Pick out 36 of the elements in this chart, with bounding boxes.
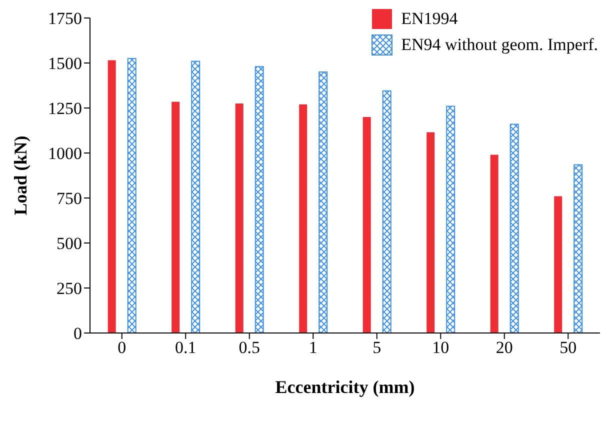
bar (446, 106, 456, 333)
y-tick-label: 1250 (48, 99, 82, 118)
bar (554, 196, 562, 333)
legend-label: EN94 without geom. Imperf. (401, 34, 598, 56)
x-tick-label: 10 (432, 338, 450, 358)
bar (426, 132, 435, 333)
x-tick-label: 0.5 (238, 338, 260, 358)
y-axis-title: Load (kN) (10, 136, 30, 216)
bar (108, 60, 116, 333)
bar (382, 90, 392, 333)
y-tick-label: 1750 (48, 9, 82, 28)
y-tick-label: 250 (56, 279, 82, 298)
bar (510, 124, 519, 333)
y-tick-label: 1000 (48, 144, 82, 164)
x-axis-title: Eccentricity (mm) (275, 377, 415, 397)
bar (172, 102, 180, 333)
bar (318, 72, 328, 333)
x-tick-label: 5 (372, 338, 382, 358)
y-tick-label: 0 (74, 324, 82, 344)
bar (574, 164, 583, 333)
x-tick-label: 50 (560, 338, 577, 358)
x-tick-label: 0.1 (175, 338, 196, 358)
legend-label: EN1994 (401, 8, 458, 30)
bar (191, 60, 200, 333)
y-tick-label: 750 (56, 189, 82, 208)
bar (235, 104, 244, 333)
y-tick-label: 500 (56, 234, 82, 254)
bar (490, 154, 498, 333)
x-tick-label: 1 (308, 338, 318, 358)
bar (127, 58, 136, 333)
bar (362, 117, 371, 333)
bar (254, 66, 264, 333)
x-tick-label: 0 (118, 338, 126, 358)
x-tick-label: 20 (496, 338, 513, 358)
bar (299, 104, 308, 333)
y-tick-label: 1500 (48, 54, 82, 74)
